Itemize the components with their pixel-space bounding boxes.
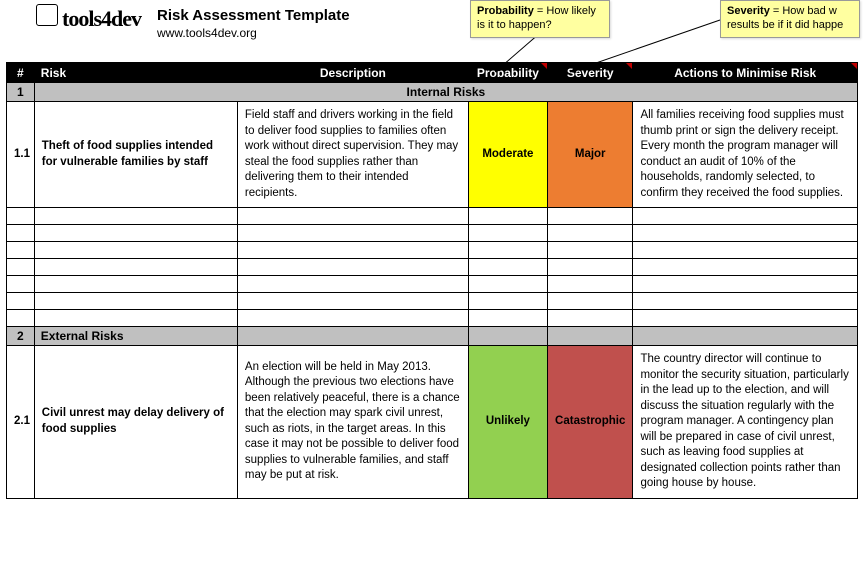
col-probability: Probability [468,63,547,83]
row-description: Field staff and drivers working in the f… [237,102,468,208]
page-title: Risk Assessment Template [157,6,350,26]
empty-row [7,225,858,242]
col-risk: Risk [34,63,237,83]
risk-table: # Risk Description Probability Severity … [6,62,858,499]
logo-icon [36,4,58,26]
empty-row [7,242,858,259]
section-row: 2External Risks [7,327,858,346]
title-block: Risk Assessment Template www.tools4dev.o… [157,6,350,41]
empty-row [7,276,858,293]
row-severity: Major [547,102,633,208]
comment-indicator-icon [541,63,547,69]
empty-row [7,208,858,225]
row-num: 2.1 [7,346,35,499]
empty-row [7,293,858,310]
row-actions: All families receiving food supplies mus… [633,102,858,208]
comment-indicator-icon [626,63,632,69]
col-actions: Actions to Minimise Risk [633,63,858,83]
row-risk: Theft of food supplies intended for vuln… [34,102,237,208]
logo: tools4dev [36,6,141,32]
logo-text: tools4dev [62,6,141,32]
table-header-row: # Risk Description Probability Severity … [7,63,858,83]
col-description: Description [237,63,468,83]
section-row: 1Internal Risks [7,83,858,102]
section-num: 2 [7,327,35,346]
col-num: # [7,63,35,83]
row-risk: Civil unrest may delay delivery of food … [34,346,237,499]
row-num: 1.1 [7,102,35,208]
section-title: External Risks [34,327,237,346]
row-description: An election will be held in May 2013. Al… [237,346,468,499]
row-actions: The country director will continue to mo… [633,346,858,499]
row-probability: Moderate [468,102,547,208]
empty-row [7,259,858,276]
empty-row [7,310,858,327]
section-title: Internal Risks [34,83,857,102]
col-severity: Severity [547,63,633,83]
callout-severity: Severity = How bad wresults be if it did… [720,0,860,38]
table-row: 2.1Civil unrest may delay delivery of fo… [7,346,858,499]
section-num: 1 [7,83,35,102]
row-severity: Catastrophic [547,346,633,499]
callout-probability: Probability = How likely is it to happen… [470,0,610,38]
comment-indicator-icon [851,63,857,69]
site-url: www.tools4dev.org [157,26,350,42]
row-probability: Unlikely [468,346,547,499]
table-row: 1.1Theft of food supplies intended for v… [7,102,858,208]
